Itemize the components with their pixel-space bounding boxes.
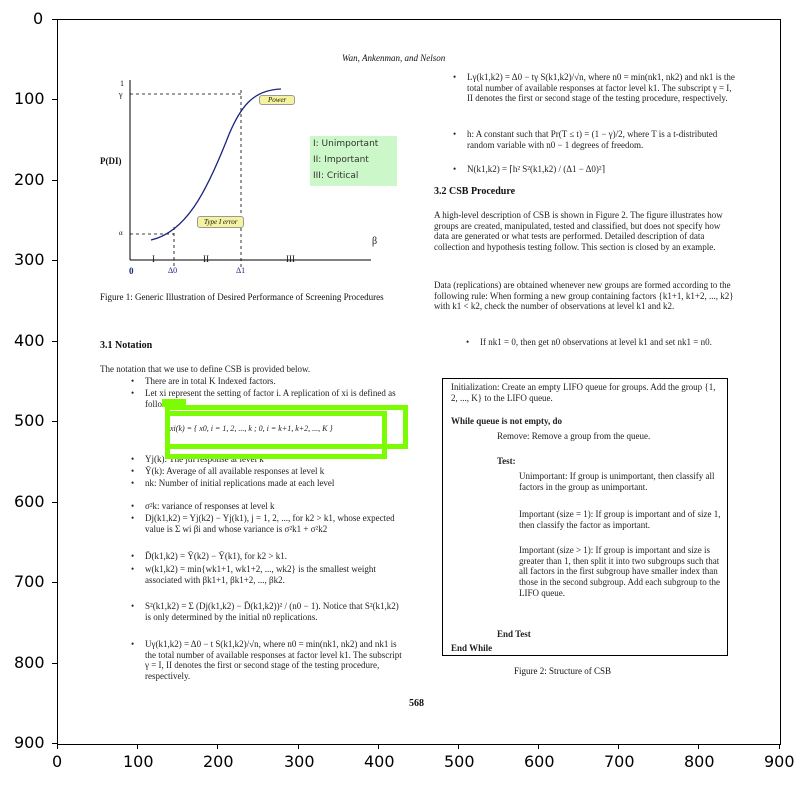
figure2-box: Initialization: Create an empty LIFO que… (442, 378, 728, 656)
legend: I: Unimportant II: Important III: Critic… (310, 136, 397, 186)
right-item: h: A constant such that Pr(T ≤ t) = (1 −… (453, 129, 735, 150)
y-gamma-label: γ (119, 90, 123, 99)
region-III-label: III (286, 254, 295, 264)
x-tick-label: 800 (684, 752, 715, 771)
notation-item: S²(k1,k2) = Σ (Dj(k1,k2) − D̄(k1,k2))² /… (131, 601, 403, 622)
fig2-important1: Important (size = 1): If group is import… (519, 509, 721, 530)
region-I-label: I (152, 254, 155, 264)
notation-item: Dj(k1,k2) = Yj(k2) − Yj(k1), j = 1, 2, .… (131, 513, 403, 534)
y-tick-label: 600 (14, 492, 45, 511)
x-tick-label: 200 (203, 752, 234, 771)
y-tick-label: 800 (14, 653, 45, 672)
notation-item: σ²k: variance of responses at level k (131, 501, 403, 512)
region-II-label: II (203, 254, 209, 264)
y-top-label: 1 (120, 79, 124, 88)
fig2-unimportant: Unimportant: If group is unimportant, th… (519, 471, 715, 492)
right-item: Lγ(k1,k2) = Δ0 − tγ S(k1,k2)/√n, where n… (453, 72, 735, 104)
notation-item: Let xi represent the setting of factor i… (131, 388, 403, 409)
running-header: Wan, Ankenman, and Nelson (342, 53, 446, 63)
x-tick-label: 300 (284, 752, 315, 771)
notation-intro: The notation that we use to define CSB i… (100, 364, 311, 374)
delta0-label: Δ0 (168, 266, 178, 275)
legend-item: I: Unimportant (313, 139, 379, 149)
notation-item: There are in total K Indexed factors. (131, 376, 403, 387)
x-tick-label: 400 (364, 752, 395, 771)
figure1-caption: Figure 1: Generic Illustration of Desire… (100, 292, 384, 302)
figure2-caption: Figure 2: Structure of CSB (514, 666, 611, 676)
delta1-label: Δ1 (236, 266, 246, 275)
y-tick-label: 100 (14, 89, 45, 108)
plot-frame (57, 19, 781, 745)
highlight-tag (162, 399, 186, 407)
fig2-important2: Important (size > 1): If group is import… (519, 545, 720, 598)
y-tick-label: 700 (14, 572, 45, 591)
procedure-para1: A high-level description of CSB is shown… (434, 210, 723, 253)
x-zero-label: 0 (129, 266, 134, 276)
section-32-heading: 3.2 CSB Procedure (434, 186, 516, 197)
notation-item: Yj(k): The jth response at level k (131, 454, 403, 465)
y-tick-label: 200 (14, 170, 45, 189)
x-tick-label: 0 (52, 752, 63, 771)
section-31-heading: 3.1 Notation (100, 340, 153, 351)
equation: xi(k) = { x0, i = 1, 2, ..., k ; 0, i = … (170, 424, 333, 433)
notation-item: w(k1,k2) = min{wk1+1, wk1+2, ..., wk2} i… (131, 564, 403, 585)
fig2-remove: Remove: Remove a group from the queue. (497, 431, 651, 441)
fig2-test: Test: (497, 456, 516, 466)
x-tick-label: 600 (524, 752, 555, 771)
page-number: 568 (409, 698, 424, 709)
notation-item: Ȳ(k): Average of all available responses… (131, 466, 403, 477)
procedure-para2: Data (replications) are obtained wheneve… (434, 280, 734, 312)
fig2-while: While queue is not empty, do (451, 416, 563, 426)
x-tick-label: 700 (604, 752, 635, 771)
power-label: Power (259, 95, 296, 105)
y-tick-label: 500 (14, 411, 45, 430)
x-tick-label: 100 (123, 752, 154, 771)
y-alpha-label: α (119, 229, 123, 237)
x-tick-label: 900 (764, 752, 795, 771)
y-tick-label: 900 (14, 733, 45, 752)
fig2-init: Initialization: Create an empty LIFO que… (451, 382, 716, 403)
notation-item: D̄(k1,k2) = Ȳ(k2) − Ȳ(k1), for k2 > k1. (131, 551, 403, 562)
type1-label: Type I error (197, 216, 245, 228)
y-axis-label: P(DI) (100, 156, 122, 166)
procedure-item: If nk1 = 0, then get n0 observations at … (466, 337, 736, 348)
legend-item: III: Critical (313, 171, 359, 181)
notation-item: Uγ(k1,k2) = Δ0 − t S(k1,k2)/√n, where n0… (131, 639, 403, 682)
fig2-end-test: End Test (497, 629, 531, 639)
y-tick-label: 300 (14, 250, 45, 269)
notation-item: nk: Number of initial replications made … (131, 478, 403, 489)
legend-item: II: Important (313, 155, 369, 165)
y-tick-label: 400 (14, 331, 45, 350)
right-item: N(k1,k2) = ⌈h² S²(k1,k2) / (Δ1 − Δ0)²⌉ (453, 164, 735, 175)
x-tick-label: 500 (444, 752, 475, 771)
fig2-end-while: End While (451, 643, 493, 653)
y-tick-label: 0 (33, 9, 44, 28)
figure1-graph (129, 80, 371, 267)
highlight-box-inner (165, 411, 387, 459)
x-axis-label: β (372, 236, 378, 247)
